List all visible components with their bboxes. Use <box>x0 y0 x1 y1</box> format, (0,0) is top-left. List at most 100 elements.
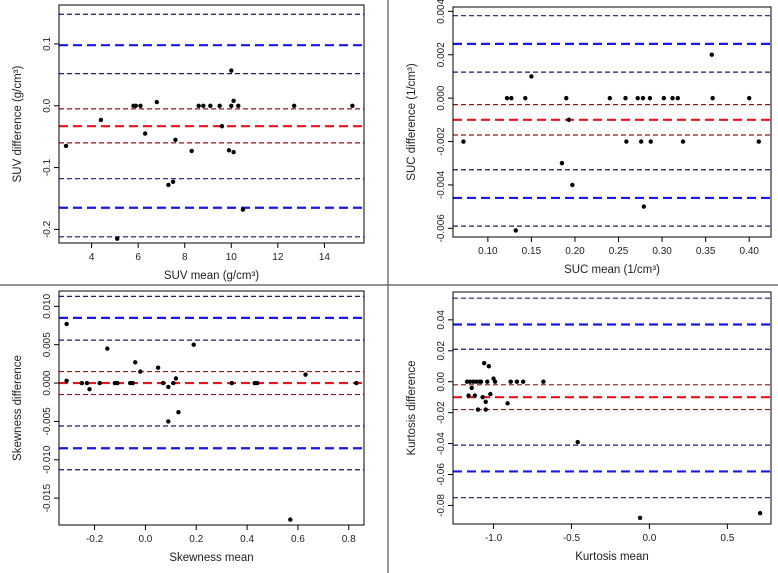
suc-data-point <box>638 139 644 144</box>
suc-y-axis-label: SUC difference (1/cm³) <box>406 63 418 181</box>
kurtosis-data-point <box>481 360 487 366</box>
skewness-data-point <box>64 321 69 327</box>
suc-data-point <box>623 95 628 101</box>
suv-data-point <box>219 123 225 129</box>
suc-data-point <box>504 95 510 101</box>
suv-data-point <box>217 103 222 108</box>
suc-data-point <box>566 117 572 123</box>
suv-data-point <box>236 103 241 108</box>
suc-data-point <box>641 204 646 209</box>
skewness-data-point <box>115 380 120 386</box>
kurtosis-data-point <box>466 393 471 398</box>
kurtosis-bland-altman-plot: -1.0 -0.5 0.0 0.5 -0.08 -0.06 -0.04 -0.02 0.00 0.… <box>406 291 772 563</box>
kurtosis-data-point <box>514 379 520 384</box>
suc-bland-altman-plot: 0.10 0.15 0.20 0.25 0.30 0.35 0.40 -0.006 -0.004… <box>406 0 772 276</box>
suc-data-point <box>710 95 715 101</box>
skewness-data-point <box>84 380 90 386</box>
kurtosis-data-point <box>492 379 498 384</box>
suc-data-point <box>670 95 675 101</box>
suc-data-point <box>509 95 514 101</box>
skewness-data-point <box>171 380 176 386</box>
kurtosis-x-tick-label: -1.0 <box>485 533 503 544</box>
skewness-y-tick-label: -0.005 <box>42 407 53 436</box>
skewness-x-tick-label: 0.0 <box>138 534 152 545</box>
skewness-bland-altman-plot: -0.2 0.0 0.2 0.4 0.6 0.8 -0.015 -0.010 -0.005 0.0… <box>12 290 365 564</box>
suc-data-point <box>570 182 575 188</box>
kurtosis-data-point <box>467 379 473 384</box>
skewness-x-tick-label: 0.6 <box>291 534 305 545</box>
suv-y-tick-label: -0.1 <box>42 159 53 177</box>
suv-data-point <box>196 103 201 108</box>
kurtosis-y-axis-label: Kurtosis difference <box>406 360 418 455</box>
skewness-data-point <box>64 378 69 383</box>
suv-data-point <box>142 131 148 136</box>
skewness-data-point <box>176 410 181 415</box>
suc-data-point <box>635 95 640 101</box>
suc-data-point <box>661 95 667 101</box>
kurtosis-data-point <box>471 379 476 384</box>
suv-plot-frame <box>58 4 365 244</box>
kurtosis-y-tick-label: -0.06 <box>436 463 447 486</box>
suc-y-tick-label: -0.006 <box>436 214 447 243</box>
suv-data-point <box>229 68 234 73</box>
suv-data-point <box>291 103 297 108</box>
skewness-data-point <box>130 380 135 386</box>
suv-x-tick-label: 6 <box>135 252 141 263</box>
kurtosis-y-tick-label: 0.04 <box>436 310 447 330</box>
skewness-data-point <box>303 372 308 377</box>
skewness-x-tick-label: 0.4 <box>240 534 254 545</box>
suc-data-point <box>564 95 569 101</box>
suc-x-tick-label: 0.15 <box>522 246 542 257</box>
suv-x-tick-label: 4 <box>89 252 95 263</box>
kurtosis-data-point <box>575 439 580 445</box>
suc-data-point <box>513 228 518 233</box>
suv-data-point <box>229 103 234 108</box>
suc-y-tick-label: -0.002 <box>436 127 447 156</box>
kurtosis-x-tick-label: 0.0 <box>642 533 656 544</box>
suv-data-point <box>154 99 159 105</box>
skewness-y-tick-label: -0.010 <box>42 445 53 474</box>
kurtosis-data-point <box>520 379 526 384</box>
suv-y-tick-label: 0.0 <box>42 98 53 112</box>
skewness-data-point <box>97 380 102 386</box>
kurtosis-data-point <box>505 401 510 406</box>
suv-x-axis-label: SUV mean (g/cm³) <box>164 270 259 282</box>
skewness-data-point <box>166 384 171 390</box>
suv-data-point <box>231 149 236 155</box>
kurtosis-data-point <box>475 407 481 412</box>
suv-data-point <box>166 182 171 188</box>
kurtosis-y-tick-label: -0.02 <box>436 401 447 424</box>
skewness-data-point <box>161 380 166 386</box>
suc-data-point <box>607 95 613 101</box>
suv-data-point <box>98 117 104 123</box>
suv-data-point <box>240 207 246 212</box>
kurtosis-data-point <box>541 379 546 384</box>
suc-data-point <box>756 139 762 144</box>
kurtosis-data-point <box>469 385 474 391</box>
skewness-data-point <box>105 346 110 351</box>
suv-data-point <box>138 103 143 108</box>
skewness-x-tick-label: 0.2 <box>189 534 203 545</box>
skewness-y-tick-label: 0.000 <box>42 370 53 395</box>
suv-y-axis-label: SUV difference (g/cm³) <box>12 65 24 182</box>
skewness-data-point <box>155 365 161 370</box>
suv-data-point <box>226 148 232 153</box>
suc-data-point <box>680 139 686 144</box>
kurtosis-data-point <box>485 379 490 384</box>
kurtosis-y-tick-label: 0.00 <box>436 372 447 392</box>
kurtosis-data-point <box>483 407 488 412</box>
suc-data-point <box>675 95 680 101</box>
skewness-y-tick-label: 0.005 <box>42 332 53 357</box>
skewness-y-axis-label: Skewness difference <box>12 355 24 461</box>
kurtosis-y-tick-label: -0.08 <box>436 494 447 517</box>
suv-data-point <box>115 236 120 241</box>
suv-data-point <box>173 137 178 142</box>
suv-data-point <box>170 179 176 184</box>
skewness-data-point <box>138 369 143 374</box>
suv-data-point <box>208 103 213 108</box>
suc-data-point <box>647 95 653 101</box>
suc-plot-frame <box>452 6 772 238</box>
suc-data-point <box>709 52 714 57</box>
kurtosis-data-point <box>483 399 488 405</box>
